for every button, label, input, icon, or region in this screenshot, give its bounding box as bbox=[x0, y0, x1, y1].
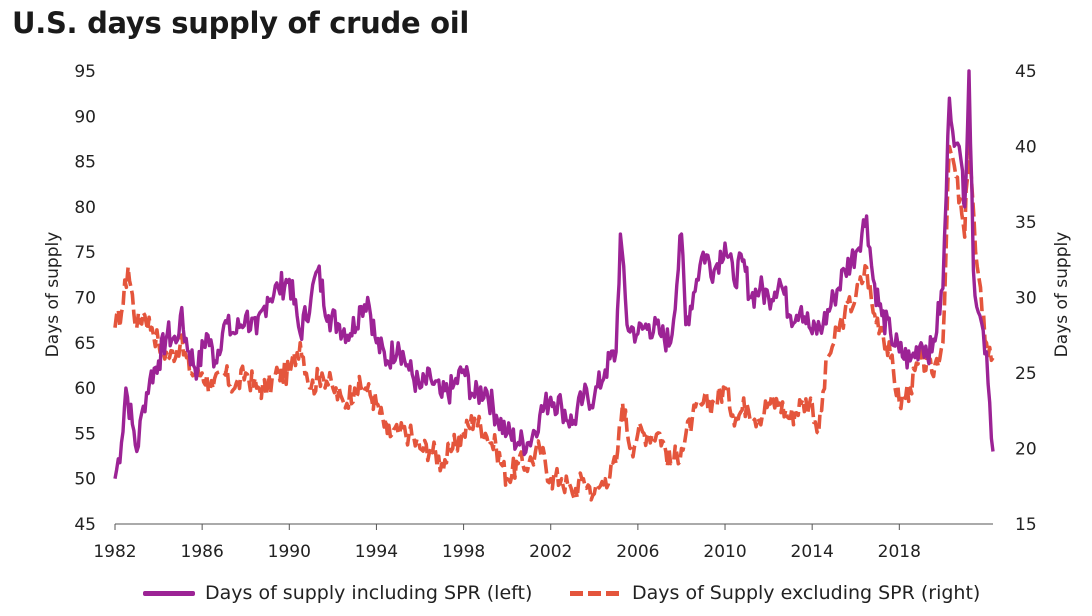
y-left-tick-label: 65 bbox=[74, 334, 96, 354]
legend: Days of supply including SPR (left) Days… bbox=[0, 582, 1092, 612]
y-right-tick-label: 20 bbox=[1015, 440, 1037, 460]
x-tick-label: 2014 bbox=[791, 542, 834, 562]
y-right-tick-label: 35 bbox=[1015, 213, 1037, 233]
y-left-tick-label: 80 bbox=[74, 198, 96, 218]
x-tick-label: 2002 bbox=[529, 542, 572, 562]
x-tick-label: 1982 bbox=[93, 542, 136, 562]
chart-canvas: 1982 1986 1990 1994 1998 2002 2006 2010 2014 2018… bbox=[43, 62, 1072, 562]
y-right-tick-label: 45 bbox=[1015, 62, 1037, 82]
y-right-tick-label: 15 bbox=[1015, 515, 1037, 535]
chart-title: U.S. days supply of crude oil bbox=[12, 6, 470, 40]
x-tick-label: 2018 bbox=[878, 542, 921, 562]
y-left-tick-label: 45 bbox=[74, 515, 96, 535]
legend-label-right-series: Days of Supply excluding SPR (right) bbox=[632, 582, 981, 604]
legend-swatch-solid bbox=[143, 590, 195, 596]
y-right-tick-label: 30 bbox=[1015, 289, 1037, 309]
legend-label-left-series: Days of supply including SPR (left) bbox=[205, 582, 533, 604]
y-left-tick-label: 90 bbox=[74, 107, 96, 127]
y-left-tick-label: 55 bbox=[74, 424, 96, 444]
series-line-including-spr bbox=[113, 69, 995, 480]
y-right-axis-label: Days of supply bbox=[1052, 232, 1072, 358]
y-left-tick-label: 85 bbox=[74, 153, 96, 173]
legend-item-right-series: Days of Supply excluding SPR (right) bbox=[570, 582, 980, 604]
series-line-excluding-spr bbox=[113, 129, 995, 502]
x-tick-label: 1998 bbox=[442, 542, 485, 562]
y-left-tick-label: 75 bbox=[74, 243, 96, 263]
x-tick-label: 1986 bbox=[181, 542, 224, 562]
y-left-tick-label: 50 bbox=[74, 470, 96, 490]
x-tick-label: 2010 bbox=[703, 542, 746, 562]
x-tick-label: 1990 bbox=[268, 542, 311, 562]
y-right-tick-label: 25 bbox=[1015, 364, 1037, 384]
y-left-tick-label: 70 bbox=[74, 289, 96, 309]
y-left-axis-label: Days of supply bbox=[43, 232, 63, 358]
x-tick-label: 1994 bbox=[355, 542, 398, 562]
y-left-tick-label: 60 bbox=[74, 379, 96, 399]
x-tick-label: 2006 bbox=[616, 542, 659, 562]
legend-swatch-dashed bbox=[570, 590, 622, 596]
legend-item-left-series: Days of supply including SPR (left) bbox=[143, 582, 532, 604]
y-left-tick-label: 95 bbox=[74, 62, 96, 82]
y-right-tick-label: 40 bbox=[1015, 138, 1037, 158]
